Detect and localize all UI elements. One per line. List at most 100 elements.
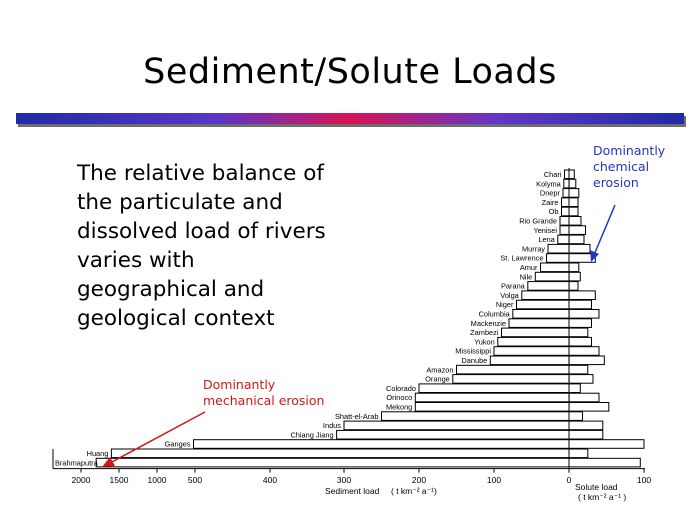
mechanical-erosion-note: Dominantly mechanical erosion (203, 377, 324, 409)
solute-bar (568, 402, 610, 412)
sediment-bar (110, 448, 570, 459)
sediment-bar (489, 355, 570, 366)
sediment-bar (95, 457, 570, 468)
sediment-bar (497, 336, 570, 347)
sediment-bar (418, 383, 570, 393)
sediment-tick-label: 500 (188, 475, 202, 485)
sediment-bar (563, 178, 570, 189)
solute-bar (568, 243, 591, 254)
sediment-bar (452, 374, 570, 384)
river-label: Mekong (386, 403, 412, 412)
chemical-arrow-head (590, 250, 599, 262)
mechanical-arrow-head (102, 457, 115, 467)
sediment-bar (414, 402, 570, 412)
solute-tick-label: 100 (637, 475, 651, 485)
river-label: Huang (87, 449, 109, 458)
river-label: Zambezi (470, 328, 499, 337)
solute-bar (568, 392, 600, 403)
solute-bar (568, 225, 586, 235)
sediment-bar (562, 188, 570, 198)
solute-bar (568, 318, 592, 328)
sediment-bar (508, 318, 570, 328)
body-line: the particulate and (77, 190, 283, 215)
river-label: Brahmaputra (55, 458, 99, 467)
solute-bar (568, 169, 575, 180)
sediment-bar (381, 411, 570, 421)
solute-bar (568, 457, 641, 468)
river-label: Orange (425, 375, 450, 384)
river-label: Lena (538, 235, 555, 244)
river-label: Yukon (474, 337, 495, 346)
sediment-bar (561, 197, 570, 207)
sediment-bar (516, 299, 570, 310)
river-label: Amur (520, 263, 538, 272)
solute-bar (568, 299, 592, 310)
solute-bar (568, 327, 589, 338)
sediment-bar (564, 169, 570, 180)
river-label: Chari (544, 170, 562, 179)
sediment-bar (559, 225, 570, 235)
river-label: Columbia (479, 310, 511, 319)
solute-bar (568, 364, 589, 375)
bars-layer (95, 169, 645, 468)
body-line: geological context (77, 306, 275, 331)
river-label: Ganges (165, 440, 191, 449)
river-label: Ob (549, 207, 559, 216)
solute-bar (568, 281, 579, 291)
river-label: Shatt-el-Arab (335, 412, 379, 421)
note-line: erosion (593, 175, 639, 190)
sediment-bar (456, 364, 570, 375)
solute-bar (568, 206, 579, 217)
solute-bar (568, 439, 645, 449)
solute-axis-units: ( t km⁻² a⁻¹ ) (578, 492, 626, 502)
river-label: Dnepr (540, 189, 561, 198)
note-line: Dominantly (203, 377, 276, 392)
sediment-tick-label: 0 (567, 475, 572, 485)
sediment-tick-label: 300 (337, 475, 351, 485)
sediment-bar (534, 271, 570, 282)
river-label: St. Lawrence (500, 254, 543, 263)
sediment-tick-label: 100 (487, 475, 501, 485)
solute-bar (568, 448, 589, 459)
body-line: varies with (77, 248, 195, 273)
sediment-bar (557, 234, 570, 245)
river-label: Parana (501, 282, 526, 291)
solute-bar (568, 411, 583, 421)
solute-bar (568, 336, 592, 347)
sediment-bar (540, 262, 570, 273)
sediment-tick-label: 200 (412, 475, 426, 485)
solute-bar (568, 178, 577, 189)
river-label: Niger (496, 300, 514, 309)
sediment-bar (193, 439, 570, 449)
solute-bar (568, 234, 585, 245)
solute-bar (568, 355, 605, 366)
river-label: Murray (522, 244, 545, 253)
river-label: Orinoco (386, 393, 412, 402)
note-line: chemical (593, 159, 650, 174)
sediment-bar (343, 420, 570, 431)
river-label: Yenisei (533, 226, 557, 235)
annotation-arrows (102, 204, 616, 467)
river-label: Rio Grande (519, 217, 557, 226)
river-label: Mackenzie (471, 319, 506, 328)
sediment-bar (414, 392, 570, 403)
axis-layer: 2000 1500 1000 500 400 300 200 100 0 100Sediment … (52, 168, 651, 502)
solute-bar (568, 188, 580, 198)
river-label: Zaire (542, 198, 559, 207)
note-line: mechanical erosion (203, 393, 325, 408)
sediment-bar (493, 346, 570, 356)
river-label: Nile (520, 272, 533, 281)
title-divider-bar (16, 113, 684, 124)
solute-bar (568, 197, 579, 207)
river-label: Indus (323, 421, 341, 430)
solute-bar (568, 420, 604, 431)
sediment-bar (501, 327, 570, 338)
sediment-tick-label: 400 (263, 475, 277, 485)
river-label: Colorado (386, 384, 416, 393)
mechanical-arrow-line (109, 411, 206, 464)
sediment-tick-label: 1000 (148, 475, 167, 485)
sediment-bar (561, 206, 570, 217)
sediment-tick-label: 1500 (110, 475, 129, 485)
river-label: Volga (500, 291, 519, 300)
